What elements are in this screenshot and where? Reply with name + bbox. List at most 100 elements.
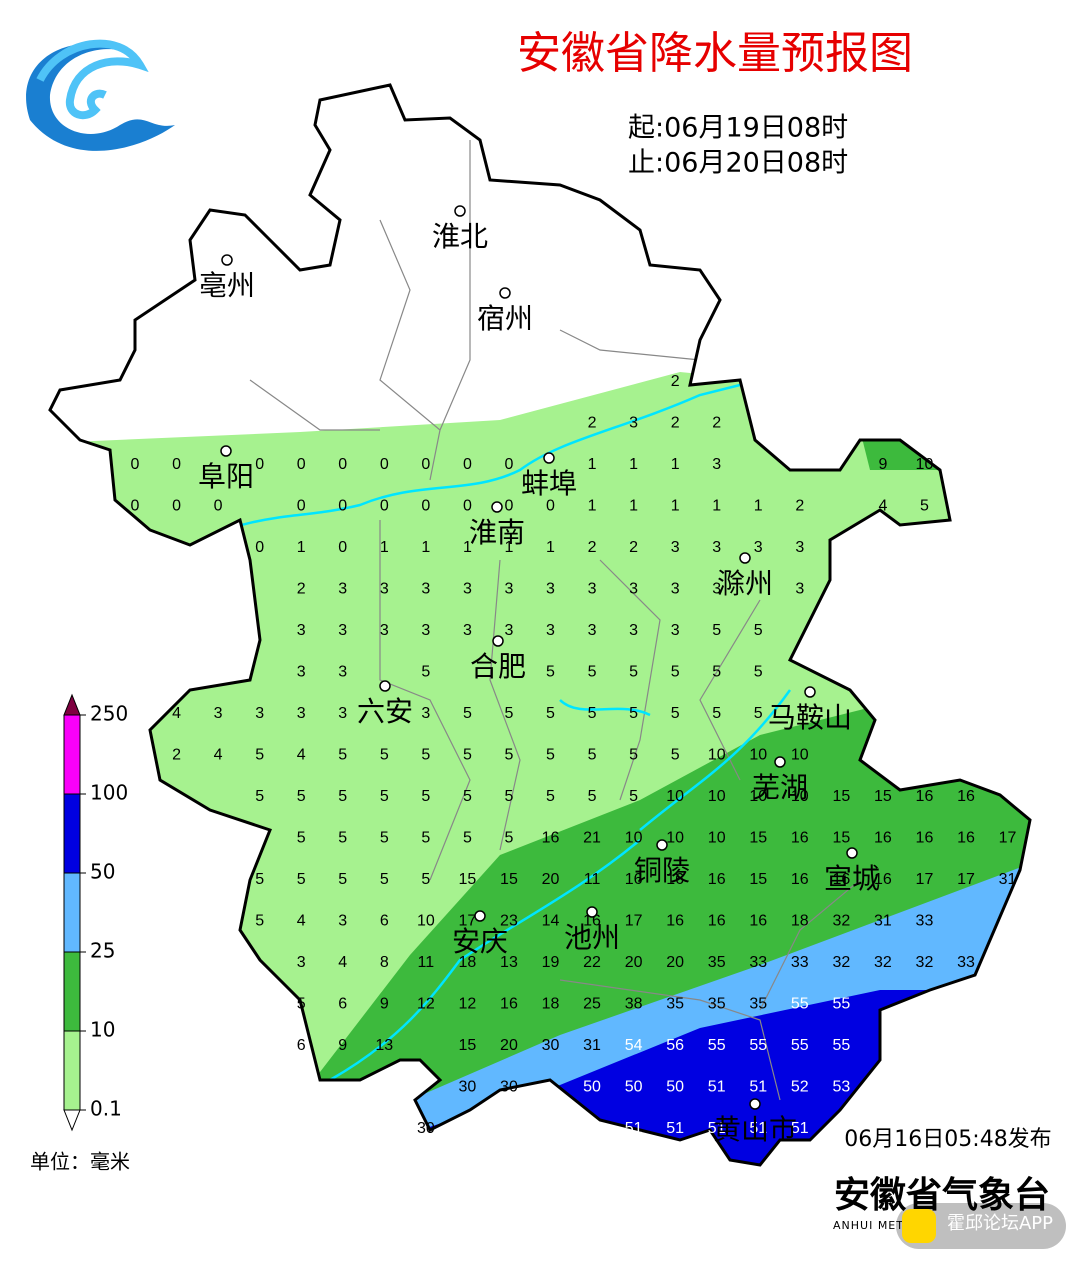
grid-value: 6 bbox=[297, 1037, 306, 1054]
title: 安徽省降水量预报图 bbox=[517, 28, 913, 79]
city-dot bbox=[379, 680, 391, 692]
grid-value: 1 bbox=[421, 539, 430, 556]
city-dot bbox=[474, 910, 486, 922]
grid-value: 5 bbox=[629, 747, 638, 764]
grid-value: 16 bbox=[791, 830, 809, 847]
grid-value: 3 bbox=[255, 705, 264, 722]
grid-value: 10 bbox=[749, 788, 767, 805]
watermark: 霍邱论坛APP bbox=[947, 1213, 1053, 1234]
grid-value: 55 bbox=[708, 1037, 726, 1054]
grid-value: 4 bbox=[297, 747, 306, 764]
grid-value: 3 bbox=[712, 456, 721, 473]
grid-value: 5 bbox=[629, 705, 638, 722]
grid-value: 4 bbox=[338, 954, 347, 971]
grid-value: 20 bbox=[625, 954, 643, 971]
grid-value: 31 bbox=[583, 1037, 601, 1054]
grid-value: 3 bbox=[671, 539, 680, 556]
grid-value: 3 bbox=[297, 705, 306, 722]
grid-value: 3 bbox=[338, 622, 347, 639]
grid-value: 55 bbox=[791, 1037, 809, 1054]
city-dot bbox=[739, 552, 751, 564]
grid-value: 1 bbox=[588, 456, 597, 473]
grid-value: 38 bbox=[625, 996, 643, 1013]
legend: 0.1 10 25 50 100 250 bbox=[63, 693, 128, 1132]
legend-band bbox=[63, 793, 81, 874]
grid-value: 16 bbox=[583, 913, 601, 930]
legend-arrow-bottom bbox=[63, 1109, 81, 1132]
grid-value: 10 bbox=[749, 747, 767, 764]
city-dot bbox=[586, 906, 598, 918]
city-dot bbox=[543, 452, 555, 464]
grid-value: 5 bbox=[380, 747, 389, 764]
logo-swirl bbox=[36, 39, 149, 120]
grid-value: 3 bbox=[629, 415, 638, 432]
grid-value: 55 bbox=[832, 996, 850, 1013]
legend-band bbox=[63, 872, 81, 953]
start-time: 起:06月19日08时 bbox=[628, 113, 848, 144]
grid-value: 3 bbox=[546, 622, 555, 639]
city-label: 淮北 bbox=[432, 220, 488, 253]
grid-value: 0 bbox=[255, 456, 264, 473]
legend-tick-label: 25 bbox=[90, 939, 115, 963]
city-dot bbox=[804, 686, 816, 698]
grid-value: 16 bbox=[874, 830, 892, 847]
city-label: 池州 bbox=[564, 921, 620, 954]
grid-value: 5 bbox=[754, 705, 763, 722]
grid-value: 1 bbox=[712, 498, 721, 515]
grid-value: 30 bbox=[500, 1079, 518, 1096]
grid-value: 5 bbox=[338, 788, 347, 805]
grid-value: 1 bbox=[297, 539, 306, 556]
grid-value: 35 bbox=[749, 996, 767, 1013]
logo-swirl bbox=[26, 43, 175, 151]
grid-value: 5 bbox=[463, 830, 472, 847]
grid-value: 0 bbox=[463, 498, 472, 515]
grid-value: 5 bbox=[629, 788, 638, 805]
grid-value: 33 bbox=[791, 954, 809, 971]
grid-value: 8 bbox=[380, 954, 389, 971]
grid-value: 5 bbox=[338, 830, 347, 847]
grid-value: 16 bbox=[957, 788, 975, 805]
legend-tick-label: 250 bbox=[90, 702, 128, 726]
city-dot bbox=[774, 756, 786, 768]
grid-value: 18 bbox=[542, 996, 560, 1013]
province-outline bbox=[48, 83, 1032, 1167]
grid-value: 4 bbox=[297, 913, 306, 930]
legend-band bbox=[63, 714, 81, 795]
grid-value: 5 bbox=[671, 664, 680, 681]
grid-value: 15 bbox=[459, 871, 477, 888]
grid-value: 16 bbox=[874, 871, 892, 888]
grid-value: 10 bbox=[791, 788, 809, 805]
city-label: 铜陵 bbox=[634, 854, 690, 887]
grid-value: 5 bbox=[754, 664, 763, 681]
grid-value: 5 bbox=[421, 747, 430, 764]
grid-value: 3 bbox=[297, 954, 306, 971]
city-label: 芜湖 bbox=[752, 771, 808, 804]
grid-value: 17 bbox=[625, 913, 643, 930]
grid-value: 16 bbox=[791, 871, 809, 888]
grid-value: 5 bbox=[671, 705, 680, 722]
grid-value: 3 bbox=[795, 539, 804, 556]
grid-value: 10 bbox=[417, 913, 435, 930]
grid-value: 31 bbox=[874, 913, 892, 930]
end-time: 止:06月20日08时 bbox=[628, 148, 848, 179]
grid-value: 3 bbox=[214, 705, 223, 722]
grid-value: 35 bbox=[666, 996, 684, 1013]
grid-value: 20 bbox=[666, 954, 684, 971]
grid-value: 22 bbox=[583, 954, 601, 971]
grid-value: 16 bbox=[666, 913, 684, 930]
boundaries bbox=[249, 140, 861, 1101]
grid-value: 20 bbox=[500, 1037, 518, 1054]
grid-value: 0 bbox=[214, 498, 223, 515]
grid-value: 5 bbox=[463, 705, 472, 722]
grid-value: 5 bbox=[297, 788, 306, 805]
grid-value: 0 bbox=[131, 498, 140, 515]
grid-value: 35 bbox=[708, 954, 726, 971]
grid-value: 3 bbox=[338, 664, 347, 681]
grid-value: 5 bbox=[712, 705, 721, 722]
grid-value: 5 bbox=[338, 871, 347, 888]
grid-value: 32 bbox=[916, 954, 934, 971]
grid-value: 17 bbox=[459, 913, 477, 930]
grid-value: 5 bbox=[421, 788, 430, 805]
